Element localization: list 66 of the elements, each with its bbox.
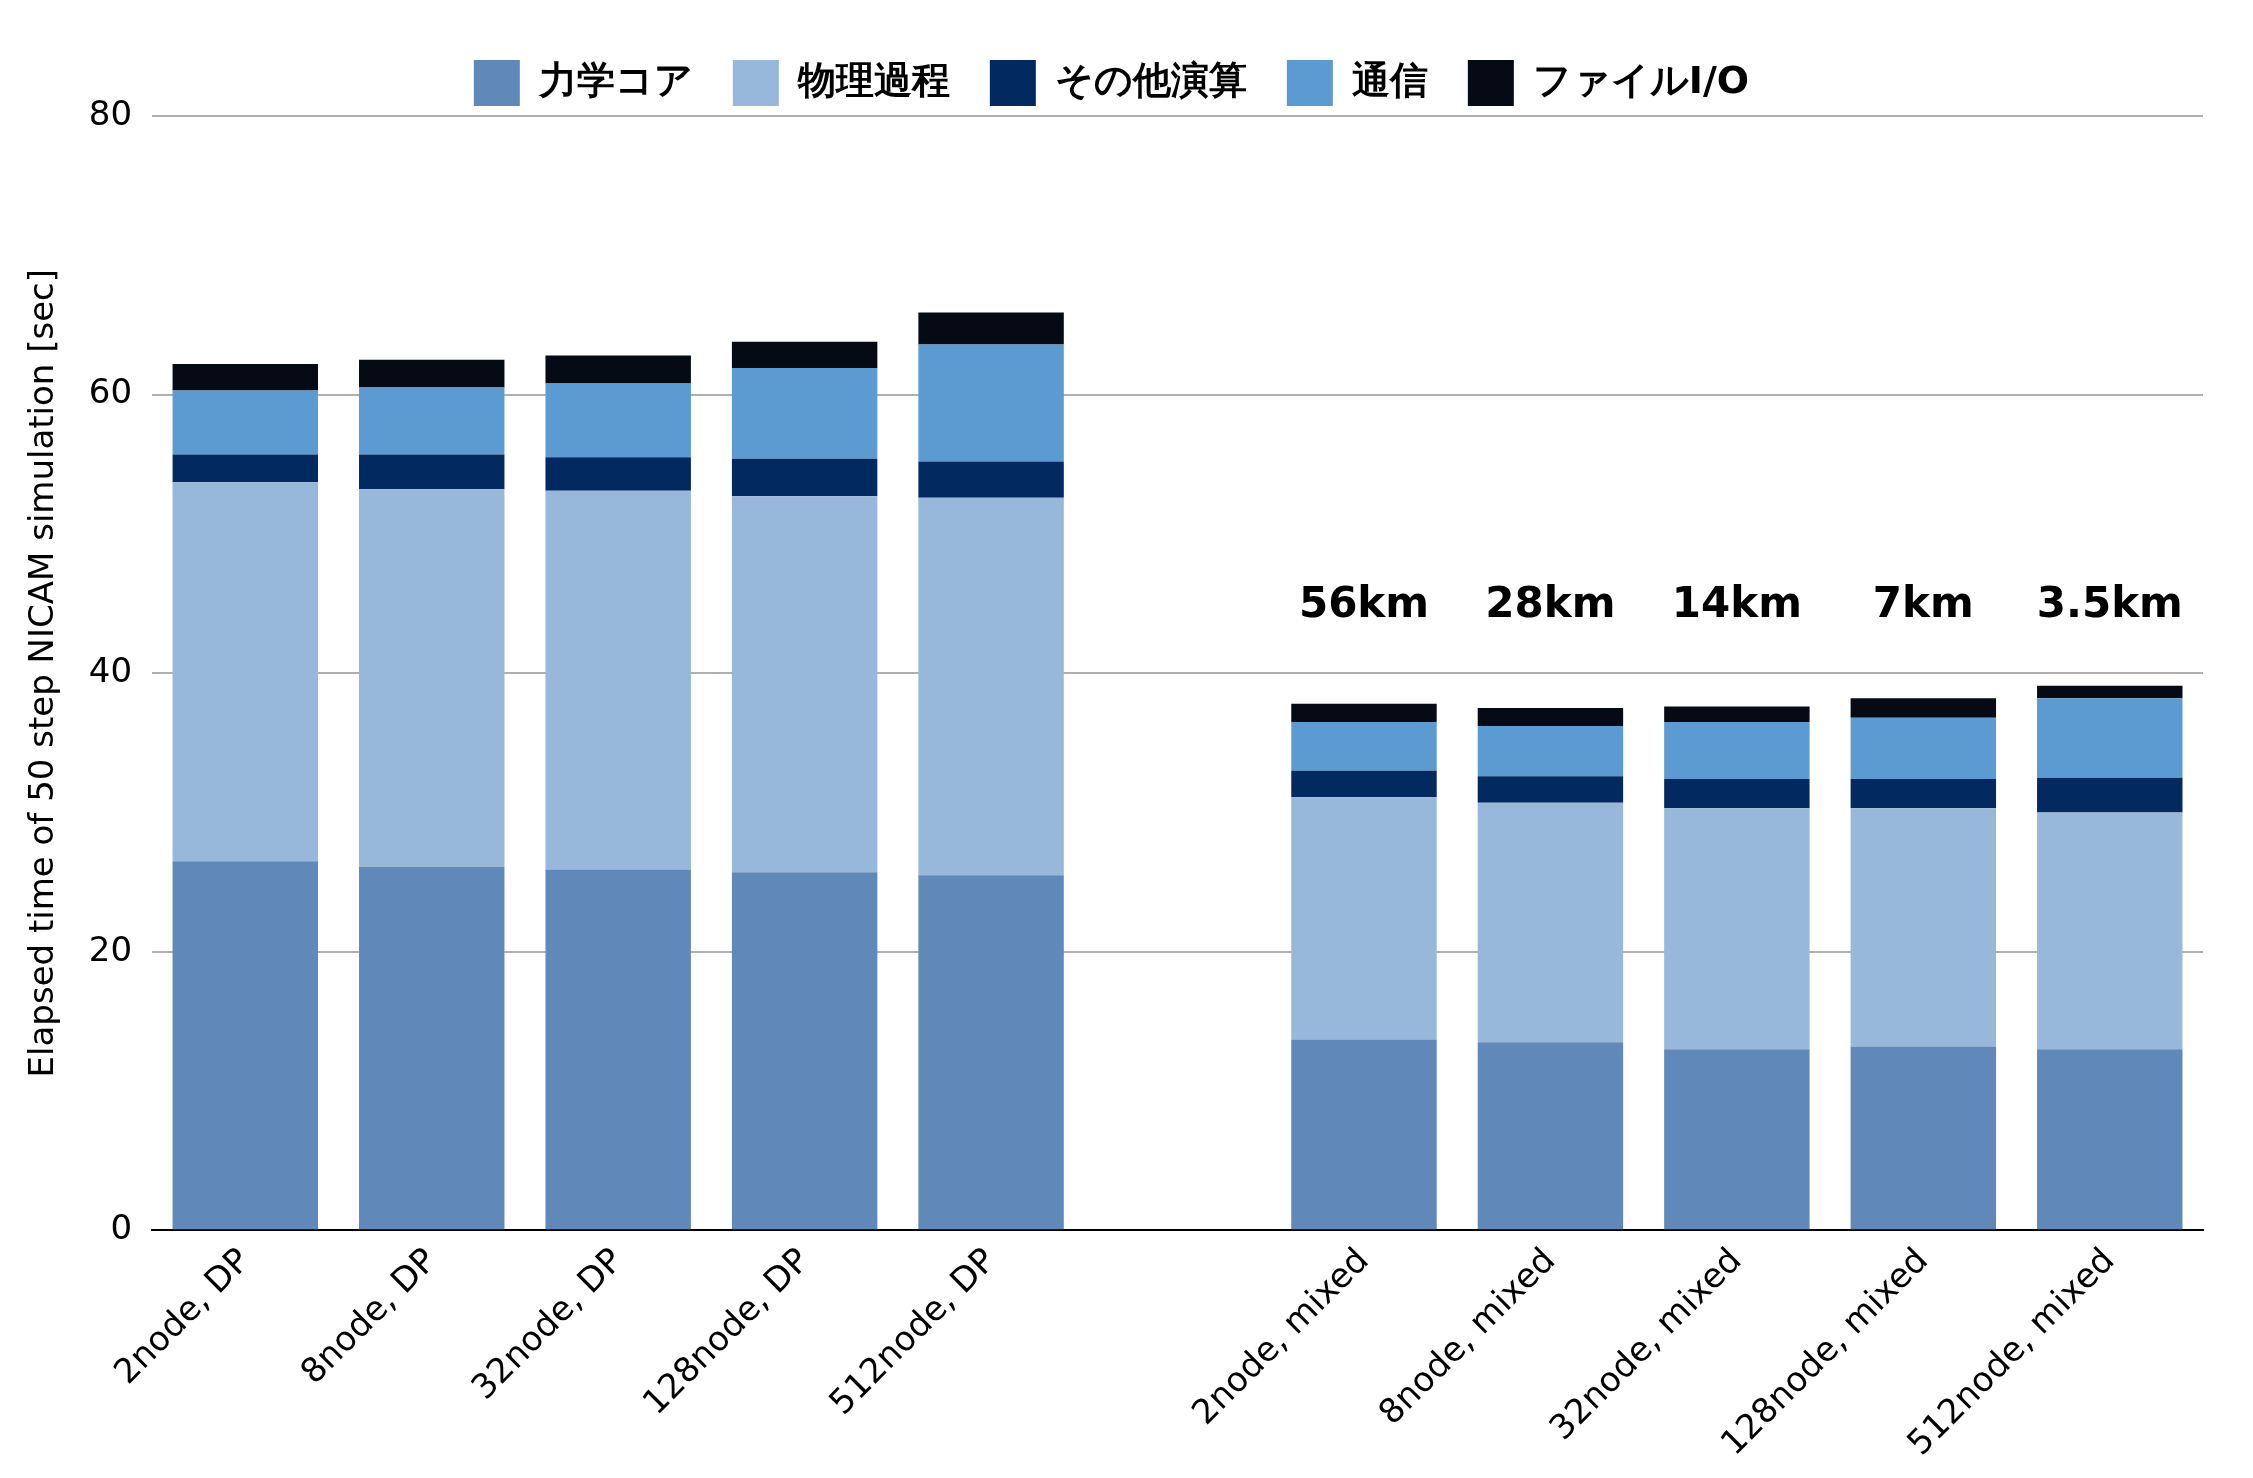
- bar: [359, 489, 505, 867]
- bar: [359, 387, 505, 455]
- bar: [731, 368, 878, 459]
- bar: [1291, 797, 1437, 1040]
- bar: [545, 383, 691, 458]
- bar: [918, 344, 1064, 462]
- bar: [545, 490, 691, 870]
- annotation: 28km: [1485, 577, 1616, 627]
- y-tick-label: 80: [88, 92, 133, 133]
- bar: [731, 341, 878, 369]
- bar: [2037, 812, 2183, 1050]
- bar: [172, 390, 318, 455]
- bar: [1477, 776, 1624, 803]
- bar: [1850, 1046, 1997, 1230]
- bar: [731, 496, 878, 873]
- bar: [731, 872, 878, 1230]
- bar: [172, 454, 318, 483]
- bar: [1291, 770, 1437, 798]
- y-axis-title: Elapsed time of 50 step NICAM simulation [sec]: [21, 268, 62, 1078]
- bar: [1850, 779, 1997, 809]
- bar: [1291, 703, 1437, 722]
- bar: [1664, 808, 1810, 1050]
- bar: [545, 355, 691, 384]
- bar: [1664, 706, 1810, 722]
- bar: [918, 461, 1064, 498]
- bar: [172, 482, 318, 862]
- bar: [359, 454, 505, 490]
- bar: [1291, 721, 1437, 771]
- legend-label: 通信: [1351, 57, 1428, 102]
- bar: [1664, 779, 1810, 809]
- bar: [1477, 802, 1624, 1043]
- bar: [918, 497, 1064, 876]
- bar: [918, 875, 1064, 1230]
- annotation: 3.5km: [2036, 577, 2183, 627]
- annotation: 14km: [1671, 577, 1802, 627]
- legend-label: その他演算: [1054, 57, 1247, 102]
- bar: [731, 458, 878, 497]
- bar: [2037, 685, 2183, 699]
- bar: [1664, 1049, 1810, 1230]
- legend-label: ファイルI/O: [1532, 57, 1750, 102]
- annotation: 7km: [1872, 577, 1974, 627]
- bar: [1291, 1039, 1437, 1230]
- y-tick-label: 0: [110, 1207, 133, 1248]
- y-tick-label: 20: [88, 928, 133, 969]
- bar: [1850, 717, 1997, 780]
- bar: [545, 457, 691, 491]
- bar: [1477, 1042, 1624, 1230]
- y-tick-label: 60: [88, 371, 133, 412]
- bar: [1477, 707, 1624, 727]
- y-tick-label: 40: [88, 650, 133, 690]
- bar: [918, 312, 1064, 345]
- bar: [172, 861, 318, 1230]
- bar: [545, 869, 691, 1230]
- bar: [172, 363, 318, 391]
- bar: [1850, 808, 1997, 1047]
- bar: [2037, 1049, 2183, 1230]
- bar: [359, 359, 505, 388]
- bar: [1477, 726, 1624, 777]
- legend-label: 物理過程: [796, 57, 950, 102]
- bar: [1850, 698, 1997, 718]
- bar: [2037, 777, 2183, 813]
- annotation: 56km: [1298, 577, 1430, 627]
- bar: [1664, 721, 1810, 780]
- bar: [359, 866, 505, 1230]
- bar: [2037, 698, 2183, 778]
- legend-label: 力学コア: [537, 57, 693, 102]
